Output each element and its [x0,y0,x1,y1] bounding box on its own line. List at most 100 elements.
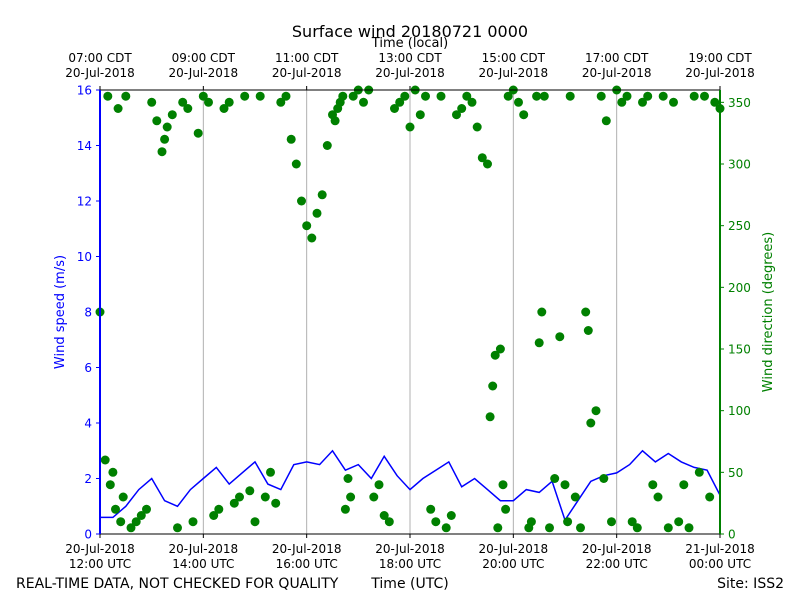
top-tick-date: 20-Jul-2018 [169,66,239,80]
wind-direction-point [467,97,477,107]
wind-direction-point [116,517,126,527]
top-tick-time: 09:00 CDT [172,51,236,65]
wind-direction-points [95,85,725,533]
wind-direction-point [103,91,113,101]
wind-direction-point [317,190,327,200]
x-tick-time: 14:00 UTC [172,557,234,571]
top-tick-time: 17:00 CDT [585,51,649,65]
wind-direction-point [493,523,503,533]
wind-direction-point [157,147,167,157]
wind-direction-point [586,418,596,428]
y-right-tick-label: 250 [728,219,751,233]
y-right-tick-label: 100 [728,404,751,418]
wind-direction-point [539,91,549,101]
wind-direction-point [260,492,270,502]
x-tick-date: 20-Jul-2018 [65,542,135,556]
x-tick-time: 18:00 UTC [379,557,441,571]
wind-direction-point [100,455,110,465]
wind-direction-point [384,517,394,527]
wind-direction-point [229,498,239,508]
y-axis-left-label: Wind speed (m/s) [53,255,68,369]
y-axis-right-ticks: 0 50 100 150 200 250 300 350 [720,96,751,542]
wind-direction-point [483,159,492,169]
top-tick-date: 20-Jul-2018 [685,66,755,80]
y-left-tick-label: 14 [77,139,92,153]
wind-direction-point [359,97,368,107]
top-axis-label: Time (local) [371,36,448,51]
wind-direction-point [105,480,115,490]
y-left-tick-label: 2 [84,472,92,486]
wind-direction-point [245,486,255,496]
wind-direction-point [663,523,673,533]
wind-direction-point [519,110,529,120]
y-right-tick-label: 50 [728,466,743,480]
wind-direction-point [581,307,591,317]
wind-direction-point [250,517,260,527]
x-tick-time: 12:00 UTC [69,557,131,571]
top-tick-date: 20-Jul-2018 [65,66,135,80]
y-left-tick-label: 16 [77,84,92,98]
wind-direction-point [348,91,358,101]
wind-direction-point [503,91,513,101]
top-tick-time: 07:00 CDT [68,51,132,65]
wind-direction-point [113,104,123,113]
wind-direction-point [121,91,131,101]
wind-direction-point [599,474,609,483]
x-tick-date: 21-Jul-2018 [685,542,755,556]
wind-direction-point [583,326,593,335]
wind-direction-point [312,208,322,218]
wind-direction-point [490,350,500,360]
wind-direction-point [198,91,208,101]
site-label: Site: ISS2 [717,576,784,592]
top-tick-time: 15:00 CDT [482,51,546,65]
wind-direction-point [193,128,203,138]
wind-direction-point [173,523,182,533]
x-tick-date: 20-Jul-2018 [272,542,342,556]
top-tick-time: 13:00 CDT [378,51,442,65]
wind-direction-point [694,467,704,477]
wind-direction-point [302,221,312,231]
wind-direction-point [390,104,399,113]
wind-direction-point [658,91,668,101]
wind-direction-point [601,116,611,126]
wind-direction-point [576,523,585,533]
wind-direction-point [488,381,498,391]
wind-direction-point [534,338,544,348]
wind-direction-point [674,517,684,527]
wind-direction-point [632,523,642,533]
wind-direction-point [570,492,580,502]
wind-direction-point [395,97,405,107]
wind-direction-point [457,104,467,113]
x-tick-time: 00:00 UTC [689,557,751,571]
wind-direction-point [526,517,536,527]
wind-direction-point [330,116,340,126]
wind-direction-point [462,91,472,101]
wind-direction-point [167,110,177,120]
wind-direction-point [591,406,601,416]
wind-direction-point [235,492,244,502]
top-tick-date: 20-Jul-2018 [272,66,342,80]
wind-direction-point [152,116,162,126]
wind-direction-point [555,332,565,342]
wind-direction-point [162,122,172,132]
top-tick-date: 20-Jul-2018 [582,66,652,80]
wind-direction-point [204,97,213,107]
wind-direction-point [415,110,425,120]
grid-lines [202,90,618,534]
wind-direction-point [550,474,560,483]
top-tick-date: 20-Jul-2018 [375,66,445,80]
wind-direction-point [477,153,487,163]
wind-direction-point [136,511,146,520]
wind-direction-point [224,97,234,107]
wind-direction-point [514,97,523,107]
x-tick-time: 22:00 UTC [586,557,648,571]
y-left-tick-label: 6 [84,361,92,375]
top-tick-time: 11:00 CDT [275,51,339,65]
wind-direction-point [689,91,699,101]
wind-direction-point [710,97,720,107]
wind-direction-point [131,517,141,527]
wind-direction-point [108,467,118,477]
